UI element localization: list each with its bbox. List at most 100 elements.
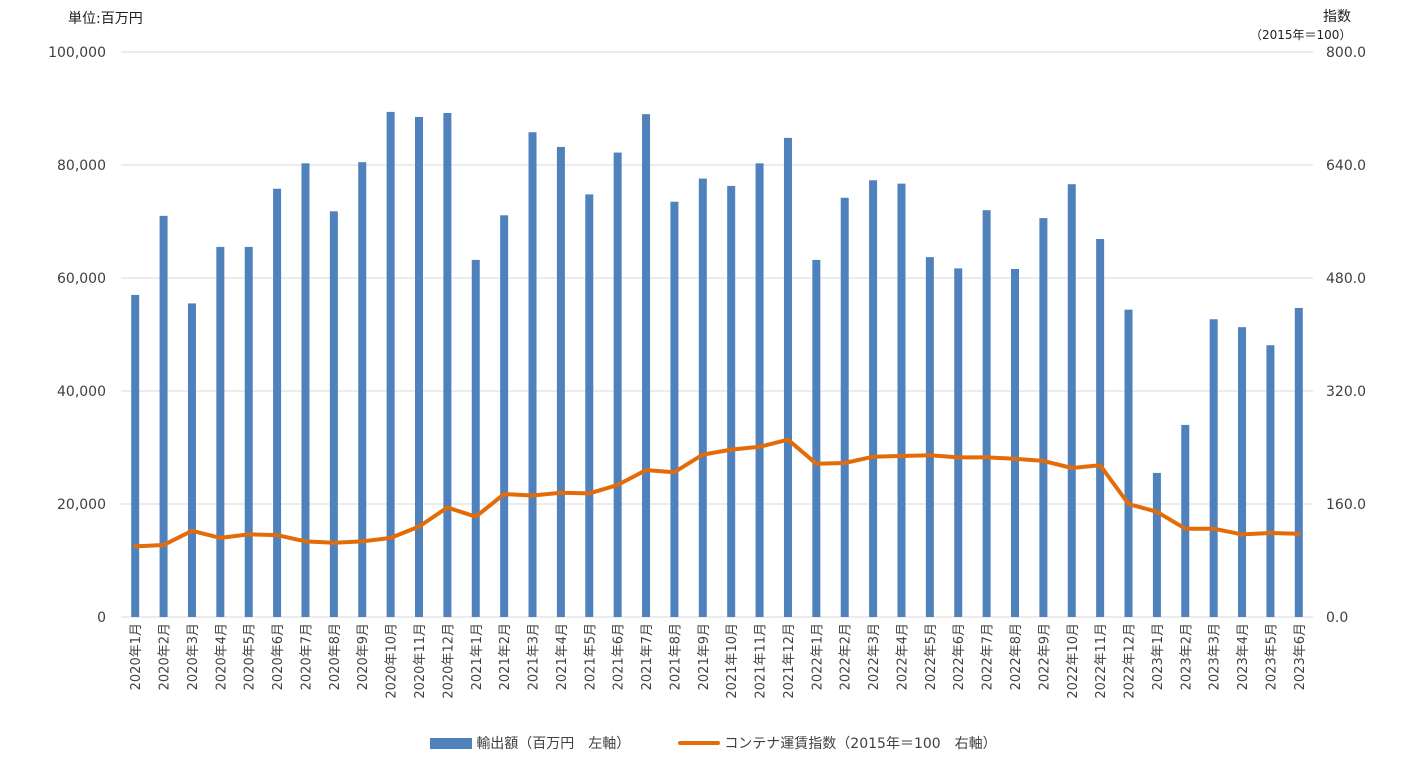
x-tick-label: 2021年9月 <box>697 623 712 690</box>
x-tick-label: 2022年5月 <box>924 623 939 690</box>
y-right-tick-label: 0.0 <box>1326 610 1348 626</box>
y-left-tick-label: 100,000 <box>48 45 106 61</box>
x-tick-label: 2022年1月 <box>810 623 825 690</box>
legend: 輸出額（百万円 左軸） コンテナ運賃指数（2015年＝100 右軸） <box>0 733 1427 753</box>
legend-item-line: コンテナ運賃指数（2015年＝100 右軸） <box>678 733 997 753</box>
bar <box>1011 268 1019 617</box>
y-left-tick-label: 20,000 <box>57 497 106 513</box>
bar <box>1152 472 1161 617</box>
x-tick-label: 2020年1月 <box>129 623 144 690</box>
y-right-tick-label: 640.0 <box>1326 158 1366 174</box>
x-tick-label: 2020年8月 <box>328 623 343 690</box>
bar <box>1209 319 1218 617</box>
x-tick-label: 2023年6月 <box>1293 623 1308 690</box>
bar <box>1238 327 1247 617</box>
x-tick-label: 2023年4月 <box>1236 623 1251 690</box>
bar <box>925 257 934 617</box>
x-tick-label: 2021年5月 <box>583 623 598 690</box>
bar <box>897 183 906 617</box>
x-tick-label: 2021年8月 <box>668 623 683 690</box>
bar <box>386 111 395 617</box>
x-tick-label: 2020年11月 <box>413 623 428 699</box>
bar <box>698 178 707 617</box>
bar <box>812 259 821 617</box>
bar <box>358 162 367 618</box>
x-tick-label: 2020年5月 <box>243 623 258 690</box>
x-tick-label: 2022年6月 <box>952 623 967 690</box>
left-axis-unit-label: 単位:百万円 <box>68 11 143 27</box>
bar <box>585 194 594 617</box>
x-tick-label: 2021年4月 <box>555 623 570 690</box>
bar <box>1067 184 1076 617</box>
bar <box>1096 239 1105 617</box>
bar <box>500 215 509 617</box>
x-tick-label: 2023年1月 <box>1151 623 1166 690</box>
y-right-tick-label: 320.0 <box>1326 384 1366 400</box>
x-tick-label: 2020年3月 <box>186 623 201 690</box>
bar <box>670 201 679 617</box>
bar <box>159 215 168 617</box>
x-tick-label: 2021年11月 <box>754 623 769 699</box>
right-axis-unit-label: 指数 <box>1323 9 1351 25</box>
bar <box>301 163 310 617</box>
x-tick-label: 2020年4月 <box>214 623 229 690</box>
x-tick-label: 2022年3月 <box>867 623 882 690</box>
bar <box>954 268 963 617</box>
bar <box>727 185 736 617</box>
x-tick-label: 2022年2月 <box>839 623 854 690</box>
x-tick-label: 2021年3月 <box>527 623 542 690</box>
bar <box>869 180 878 617</box>
x-tick-label: 2022年4月 <box>896 623 911 690</box>
bar <box>783 137 792 617</box>
bar <box>528 132 537 618</box>
y-right-tick-label: 480.0 <box>1326 271 1366 287</box>
x-tick-label: 2021年7月 <box>640 623 655 690</box>
bar <box>840 197 849 617</box>
legend-item-bar: 輸出額（百万円 左軸） <box>430 733 630 753</box>
bar <box>1294 307 1303 617</box>
right-axis-unit-sub: （2015年＝100） <box>1250 28 1352 42</box>
bar <box>1124 309 1133 617</box>
bar <box>329 211 338 617</box>
x-tick-label: 2020年10月 <box>385 623 400 699</box>
x-tick-label: 2020年12月 <box>441 623 456 699</box>
bar <box>642 114 651 618</box>
y-left-tick-label: 80,000 <box>57 158 106 174</box>
x-tick-label: 2022年7月 <box>981 623 996 690</box>
x-tick-label: 2021年10月 <box>725 623 740 699</box>
bar <box>273 188 282 618</box>
legend-label-line: コンテナ運賃指数（2015年＝100 右軸） <box>724 736 997 752</box>
y-right-tick-label: 800.0 <box>1326 45 1366 61</box>
x-tick-label: 2022年9月 <box>1037 623 1052 690</box>
x-tick-label: 2020年6月 <box>271 623 286 690</box>
x-tick-label: 2022年8月 <box>1009 623 1024 690</box>
y-left-tick-label: 60,000 <box>57 271 106 287</box>
bar <box>443 113 452 618</box>
x-tick-label: 2020年9月 <box>356 623 371 690</box>
x-tick-label: 2021年1月 <box>470 623 485 690</box>
x-tick-label: 2023年3月 <box>1208 623 1223 690</box>
legend-label-bar: 輸出額（百万円 左軸） <box>476 736 631 752</box>
x-tick-label: 2020年7月 <box>300 623 315 690</box>
bar <box>216 246 225 618</box>
x-tick-label: 2020年2月 <box>158 623 173 690</box>
bar <box>187 303 196 617</box>
x-tick-label: 2022年11月 <box>1094 623 1109 699</box>
legend-swatch-line <box>678 741 721 745</box>
y-left-tick-label: 40,000 <box>57 384 106 400</box>
x-tick-label: 2021年2月 <box>498 623 513 690</box>
x-tick-label: 2023年5月 <box>1264 623 1279 690</box>
bar <box>982 210 991 617</box>
bar <box>755 163 764 617</box>
bar <box>1266 345 1275 617</box>
x-tick-label: 2023年2月 <box>1179 623 1194 690</box>
x-tick-label: 2022年10月 <box>1066 623 1081 699</box>
legend-swatch-bar <box>430 737 473 749</box>
bar <box>1039 218 1048 618</box>
bar <box>1181 424 1190 617</box>
x-tick-label: 2021年12月 <box>782 623 797 699</box>
bar <box>556 146 565 618</box>
bar <box>244 246 253 618</box>
bar <box>471 259 480 617</box>
